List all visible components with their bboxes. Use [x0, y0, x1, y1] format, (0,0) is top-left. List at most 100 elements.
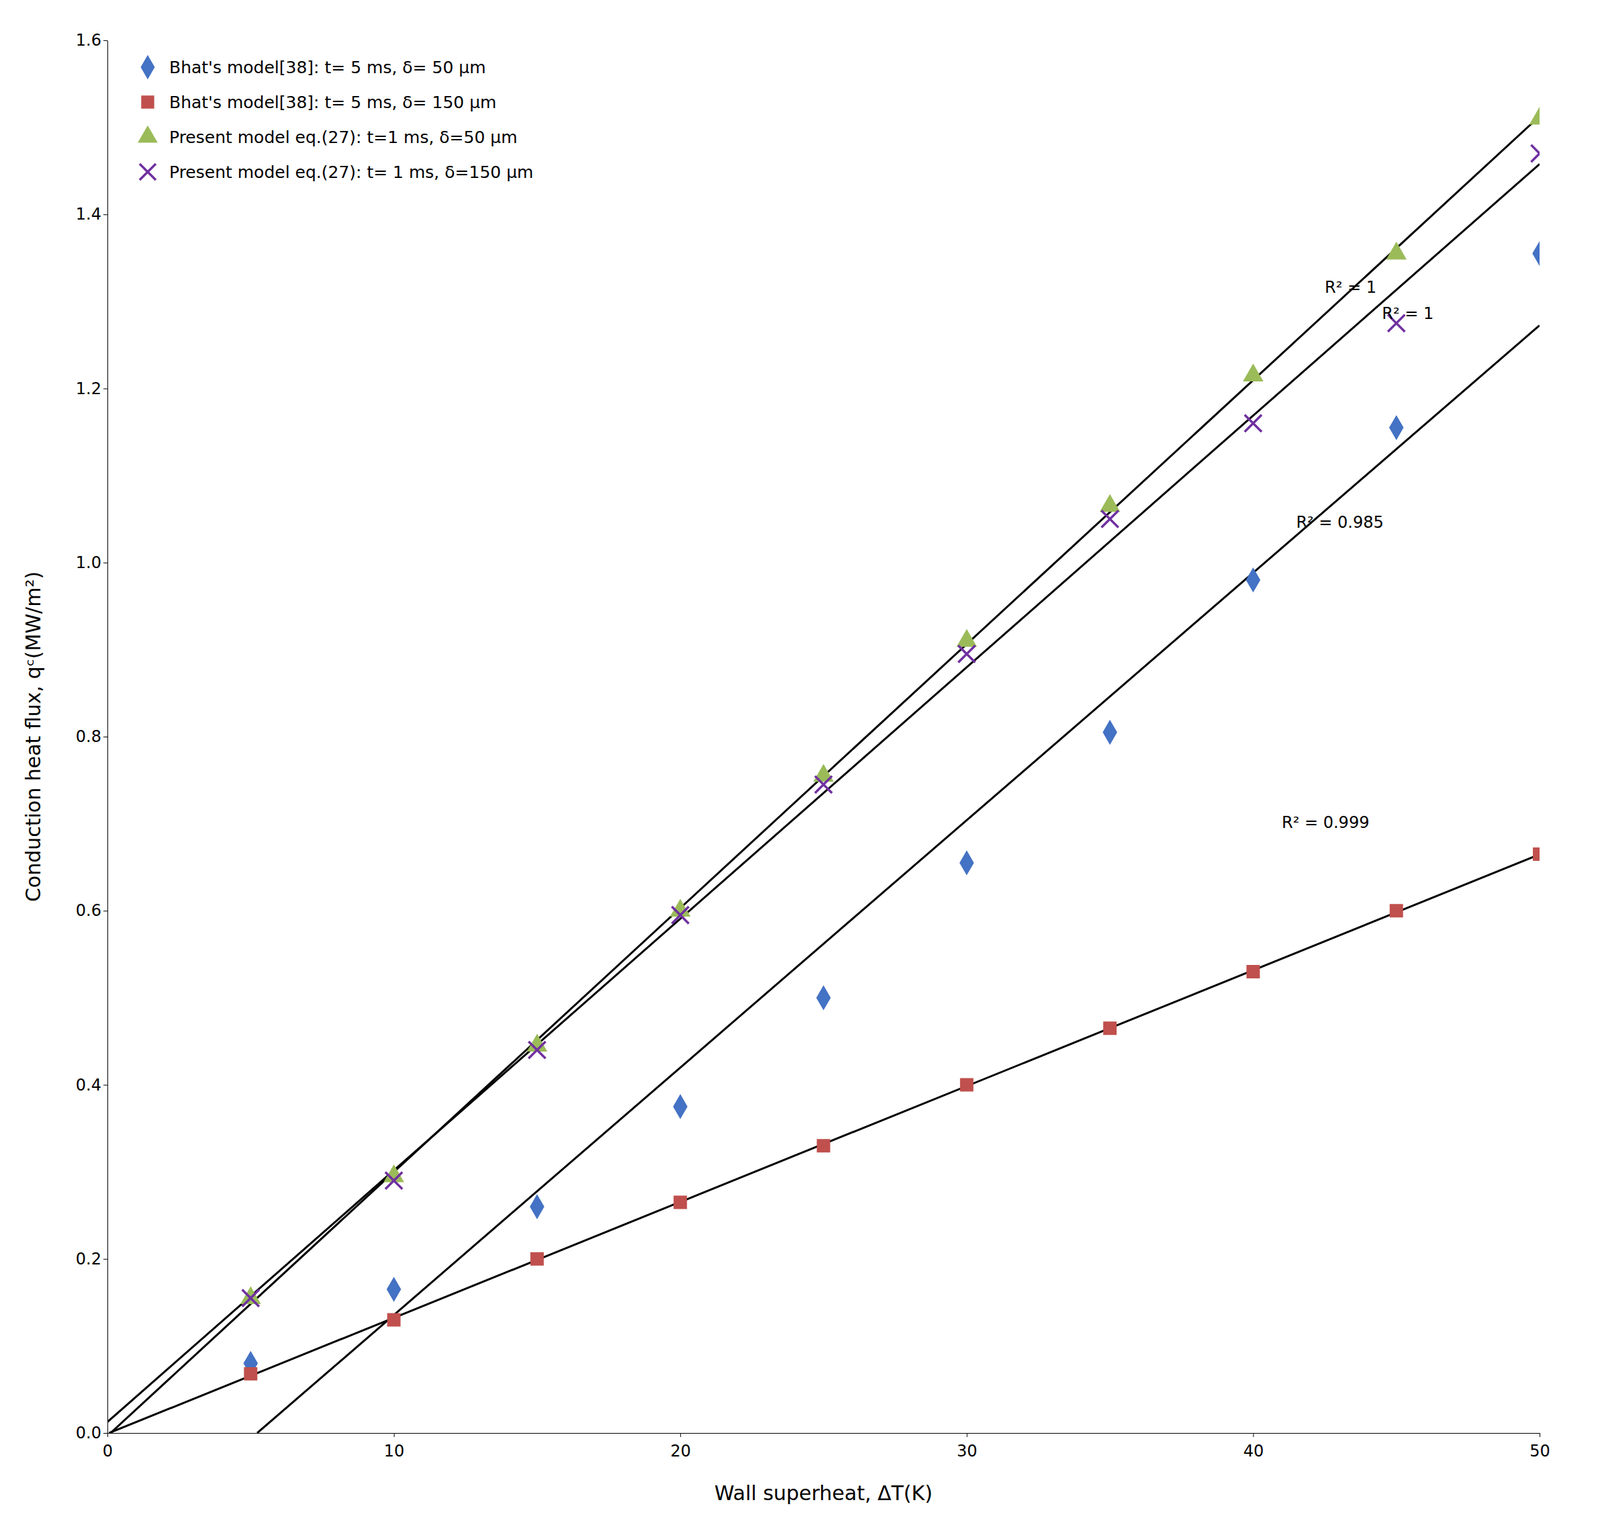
y-tick: 1.0 — [75, 553, 108, 573]
x-tick: 20 — [670, 1432, 691, 1461]
scatter-point — [817, 986, 831, 1010]
scatter-point — [385, 1171, 403, 1189]
y-tick-label: 0.4 — [75, 1075, 102, 1095]
scatter-point — [1103, 1021, 1116, 1034]
scatter-point — [241, 1287, 260, 1304]
y-tick-mark — [103, 736, 108, 738]
y-tick-mark — [103, 562, 108, 564]
annotation: R² = 1 — [1324, 277, 1377, 297]
legend: Bhat's model[38]: t= 5 ms, δ= 50 μm Bhat'… — [138, 55, 534, 182]
trend-line — [257, 325, 1540, 1433]
scatter-point — [672, 906, 689, 924]
trend-line — [107, 163, 1540, 1422]
scatter-point — [1387, 242, 1406, 259]
y-axis-title: Conduction heat flux, qᶜ(MW/m²) — [21, 571, 45, 902]
legend-symbol — [140, 55, 154, 78]
y-tick: 0.8 — [75, 727, 108, 746]
x-tick-mark — [966, 1432, 968, 1437]
y-tick-label: 0.8 — [75, 727, 102, 746]
y-tick-label: 0.2 — [75, 1249, 102, 1269]
y-tick-mark — [103, 1085, 108, 1086]
y-tick-label: 1.0 — [75, 553, 102, 573]
scatter-point — [815, 776, 832, 793]
x-tick-label: 30 — [956, 1441, 978, 1461]
scatter-point — [674, 1195, 687, 1208]
y-tick: 0.2 — [75, 1249, 108, 1269]
y-axis: 0.0 0.2 0.4 0.6 0.8 1.0 1.2 1.4 1.6 — [75, 30, 109, 1443]
scatter-point — [1244, 414, 1262, 432]
y-tick: 1.4 — [75, 204, 108, 224]
scatter-point — [1389, 904, 1402, 917]
y-tick-label: 0.6 — [75, 901, 102, 920]
scatter-point — [1532, 241, 1540, 265]
scatter-point — [242, 1289, 260, 1306]
x-tick: 10 — [384, 1432, 405, 1461]
annotation: R² = 1 — [1381, 304, 1434, 323]
y-tick: 0.0 — [75, 1423, 108, 1443]
y-tick-label: 1.6 — [75, 30, 102, 50]
x-tick-mark — [1252, 1432, 1254, 1437]
x-tick: 30 — [956, 1432, 978, 1461]
x-axis-line — [108, 1432, 1541, 1434]
legend-symbol — [141, 96, 154, 109]
y-tick-label: 1.4 — [75, 204, 102, 224]
trend-line — [110, 116, 1540, 1433]
legend-item: Present model eq.(27): t= 1 ms, δ=150 μm — [139, 162, 534, 182]
scatter-point — [1246, 965, 1259, 978]
legend-item: Bhat's model[38]: t= 5 ms, δ= 50 μm — [140, 55, 486, 78]
legend-label: Present model eq.(27): t= 1 ms, δ=150 μm — [169, 162, 534, 182]
scatter-point — [1389, 416, 1404, 440]
annotation: R² = 0.999 — [1281, 813, 1370, 832]
y-tick: 0.4 — [75, 1075, 108, 1095]
legend-item: Bhat's model[38]: t= 5 ms, δ= 150 μm — [141, 92, 497, 113]
x-tick-mark — [680, 1432, 681, 1437]
y-tick-label: 0.0 — [75, 1423, 102, 1443]
annotations: R² = 1 R² = 0.999 R² = 1 R² = 0.985 — [1281, 277, 1434, 832]
x-tick-label: 10 — [384, 1441, 405, 1461]
x-axis-title: Wall superheat, ΔT(K) — [714, 1481, 933, 1505]
scatter-point — [958, 645, 975, 663]
y-tick-mark — [103, 1258, 108, 1260]
scatter-point — [387, 1313, 400, 1326]
scatter-point — [530, 1195, 544, 1218]
x-tick-mark — [394, 1432, 395, 1437]
x-axis: 0 10 20 30 40 50 — [102, 1432, 1551, 1461]
x-tick-mark — [107, 1432, 109, 1437]
scatter-point — [1101, 510, 1118, 528]
scatter-point — [387, 1277, 401, 1301]
plot-area — [107, 107, 1540, 1433]
y-tick-mark — [103, 40, 108, 41]
x-tick-mark — [1539, 1432, 1541, 1437]
x-tick: 50 — [1529, 1432, 1551, 1461]
chart: 0 10 20 30 40 50 0.0 0.2 0.4 0.6 0.8 1.0 1.2 1.4 1.6 Wa… — [0, 0, 1600, 1527]
scatter-point — [957, 629, 977, 646]
scatter-point — [244, 1367, 257, 1380]
legend-label: Bhat's model[38]: t= 5 ms, δ= 50 μm — [169, 57, 487, 78]
x-tick: 0 — [102, 1432, 113, 1461]
scatter-point — [817, 1139, 830, 1152]
x-tick-label: 50 — [1529, 1441, 1551, 1461]
legend-symbol — [138, 126, 157, 143]
scatter-point — [960, 1078, 973, 1091]
legend-label: Present model eq.(27): t=1 ms, δ=50 μm — [169, 127, 518, 148]
scatter-point — [1100, 494, 1120, 511]
y-tick: 1.2 — [75, 379, 108, 399]
scatter-point — [1243, 364, 1263, 381]
trend-line — [109, 854, 1540, 1433]
y-tick-mark — [103, 1432, 108, 1434]
annotation: R² = 0.985 — [1295, 512, 1384, 532]
y-tick: 1.6 — [75, 30, 108, 50]
x-tick-label: 40 — [1243, 1441, 1265, 1461]
legend-symbol — [139, 163, 156, 180]
scatter-point — [673, 1095, 687, 1118]
scatter-point — [1530, 145, 1540, 162]
y-tick-mark — [103, 388, 108, 390]
y-axis-line — [107, 40, 109, 1434]
scatter-point — [531, 1252, 544, 1265]
scatter-point — [1530, 107, 1540, 124]
y-tick-mark — [103, 910, 108, 912]
x-tick: 40 — [1243, 1432, 1265, 1461]
x-tick-label: 20 — [670, 1441, 691, 1461]
scatter-point — [528, 1041, 546, 1059]
scatter-point — [960, 851, 974, 875]
